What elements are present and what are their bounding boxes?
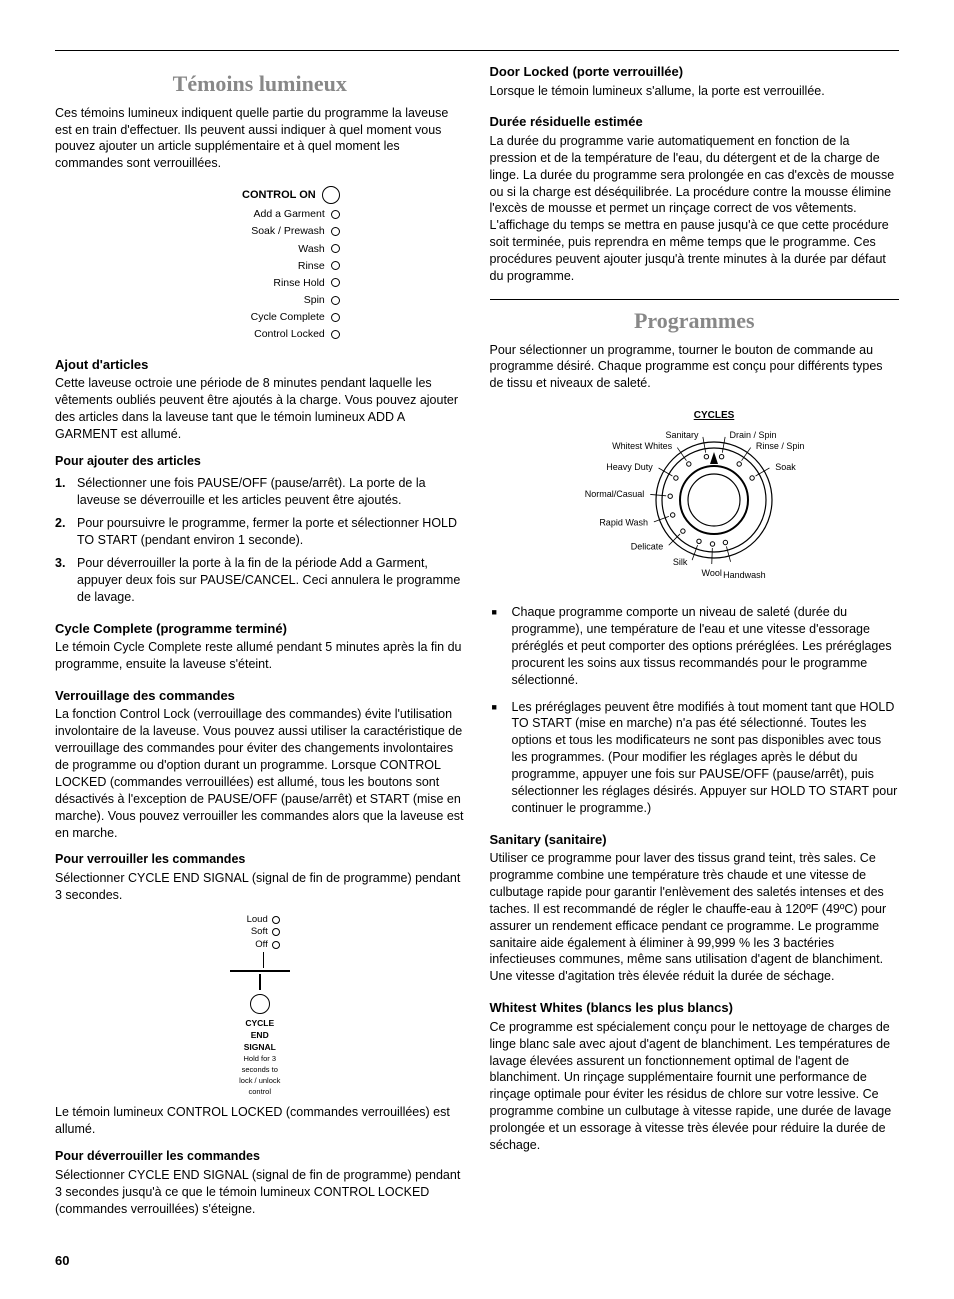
svg-text:Delicate: Delicate (631, 542, 664, 552)
signal-title: CYCLE (210, 1018, 310, 1028)
circle-icon (250, 994, 270, 1014)
svg-text:Drain / Spin: Drain / Spin (730, 430, 777, 440)
section-title-programmes: Programmes (490, 306, 900, 336)
circle-icon (331, 296, 340, 305)
step-item: 3.Pour déverrouiller la porte à la fin d… (77, 555, 465, 606)
indicator-label: Add a Garment (254, 207, 325, 221)
circle-icon (322, 186, 340, 204)
two-column-layout: Témoins lumineux Ces témoins lumineux in… (55, 63, 899, 1222)
circle-icon (331, 227, 340, 236)
bullet-item: Chaque programme comporte un niveau de s… (512, 604, 900, 688)
step-item: 2.Pour poursuivre le programme, fermer l… (77, 515, 465, 549)
indicator-label: Control Locked (254, 327, 325, 341)
indicator-label: Wash (298, 242, 324, 256)
svg-text:Soak: Soak (775, 462, 796, 472)
step-item: 1.Sélectionner une fois PAUSE/OFF (pause… (77, 475, 465, 509)
circle-icon (331, 330, 340, 339)
paragraph: Sélectionner CYCLE END SIGNAL (signal de… (55, 870, 465, 904)
step-text: Pour déverrouiller la porte à la fin de … (77, 556, 460, 604)
dial-svg: CYCLES SanitaryWhitest Whites Heavy Duty N… (549, 402, 839, 592)
bullet-list: Chaque programme comporte un niveau de s… (490, 604, 900, 817)
cycles-label: CYCLES (694, 410, 735, 421)
svg-text:Rinse / Spin: Rinse / Spin (756, 441, 805, 451)
svg-text:Sanitary: Sanitary (666, 430, 700, 440)
svg-text:Wool: Wool (702, 568, 722, 578)
svg-text:Handwash: Handwash (723, 570, 766, 580)
circle-icon (331, 261, 340, 270)
indicator-label: Spin (304, 293, 325, 307)
heading-pour-ajout: Pour ajouter des articles (55, 453, 465, 470)
circle-icon (272, 941, 280, 949)
svg-text:Heavy Duty: Heavy Duty (607, 462, 654, 472)
paragraph: Sélectionner CYCLE END SIGNAL (signal de… (55, 1167, 465, 1218)
heading-deverr: Pour déverrouiller les commandes (55, 1148, 465, 1165)
indicator-label: Soak / Prewash (251, 224, 325, 238)
left-column: Témoins lumineux Ces témoins lumineux in… (55, 63, 465, 1222)
paragraph: La fonction Control Lock (verrouillage d… (55, 706, 465, 841)
heading-sanitary: Sanitary (sanitaire) (490, 831, 900, 849)
circle-icon (331, 278, 340, 287)
paragraph: Ce programme est spécialement conçu pour… (490, 1019, 900, 1154)
circle-icon (331, 244, 340, 253)
cycles-dial-diagram: CYCLES SanitaryWhitest Whites Heavy Duty N… (490, 402, 900, 592)
indicator-control-on: CONTROL ON (242, 188, 316, 203)
signal-diagram: Loud Soft Off CYCLE END SIGNAL Hold for … (210, 914, 310, 1096)
heading-cycle: Cycle Complete (programme terminé) (55, 620, 465, 638)
circle-icon (272, 928, 280, 936)
step-text: Sélectionner une fois PAUSE/OFF (pause/a… (77, 476, 426, 507)
indicator-label: Rinse (298, 259, 325, 273)
signal-label: Soft (240, 926, 268, 937)
bullet-item: Les préréglages peuvent être modifiés à … (512, 699, 900, 817)
circle-icon (331, 313, 340, 322)
signal-hint: lock / unlock (210, 1076, 310, 1085)
indicator-label: Cycle Complete (251, 310, 325, 324)
signal-hint: seconds to (210, 1065, 310, 1074)
divider-rule (490, 299, 900, 300)
indicator-diagram: CONTROL ON Add a Garment Soak / Prewash … (180, 186, 340, 341)
svg-text:Whitest Whites: Whitest Whites (612, 441, 673, 451)
right-column: Door Locked (porte verrouillée) Lorsque … (490, 63, 900, 1222)
top-rule (55, 50, 899, 51)
paragraph: Utiliser ce programme pour laver des tis… (490, 850, 900, 985)
svg-text:Normal/Casual: Normal/Casual (585, 489, 645, 499)
signal-title: END (210, 1030, 310, 1040)
section-title-temoins: Témoins lumineux (55, 69, 465, 99)
signal-title: SIGNAL (210, 1042, 310, 1052)
paragraph: Lorsque le témoin lumineux s'allume, la … (490, 83, 900, 100)
circle-icon (331, 210, 340, 219)
signal-label: Loud (240, 914, 268, 925)
paragraph: Le témoin Cycle Complete reste allumé pe… (55, 639, 465, 673)
paragraph: La durée du programme varie automatiquem… (490, 133, 900, 285)
connector-line (263, 952, 265, 968)
heading-whitest: Whitest Whites (blancs les plus blancs) (490, 999, 900, 1017)
paragraph: Le témoin lumineux CONTROL LOCKED (comma… (55, 1104, 465, 1138)
heading-door: Door Locked (porte verrouillée) (490, 63, 900, 81)
heading-ajout: Ajout d'articles (55, 356, 465, 374)
indicator-label: Rinse Hold (273, 276, 324, 290)
heading-pour-verr: Pour verrouiller les commandes (55, 851, 465, 868)
paragraph: Pour sélectionner un programme, tourner … (490, 342, 900, 393)
page-number: 60 (55, 1252, 899, 1270)
step-text: Pour poursuivre le programme, fermer la … (77, 516, 457, 547)
paragraph: Cette laveuse octroie une période de 8 m… (55, 375, 465, 443)
steps-list: 1.Sélectionner une fois PAUSE/OFF (pause… (55, 475, 465, 605)
signal-label: Off (240, 939, 268, 950)
connector-line (230, 970, 290, 972)
circle-icon (272, 916, 280, 924)
signal-hint: Hold for 3 (210, 1054, 310, 1063)
intro-paragraph: Ces témoins lumineux indiquent quelle pa… (55, 105, 465, 173)
connector-line (259, 974, 261, 990)
signal-hint: control (210, 1087, 310, 1096)
svg-text:Rapid Wash: Rapid Wash (600, 518, 649, 528)
svg-text:Silk: Silk (673, 557, 688, 567)
heading-verrouillage: Verrouillage des commandes (55, 687, 465, 705)
heading-duree: Durée résiduelle estimée (490, 113, 900, 131)
